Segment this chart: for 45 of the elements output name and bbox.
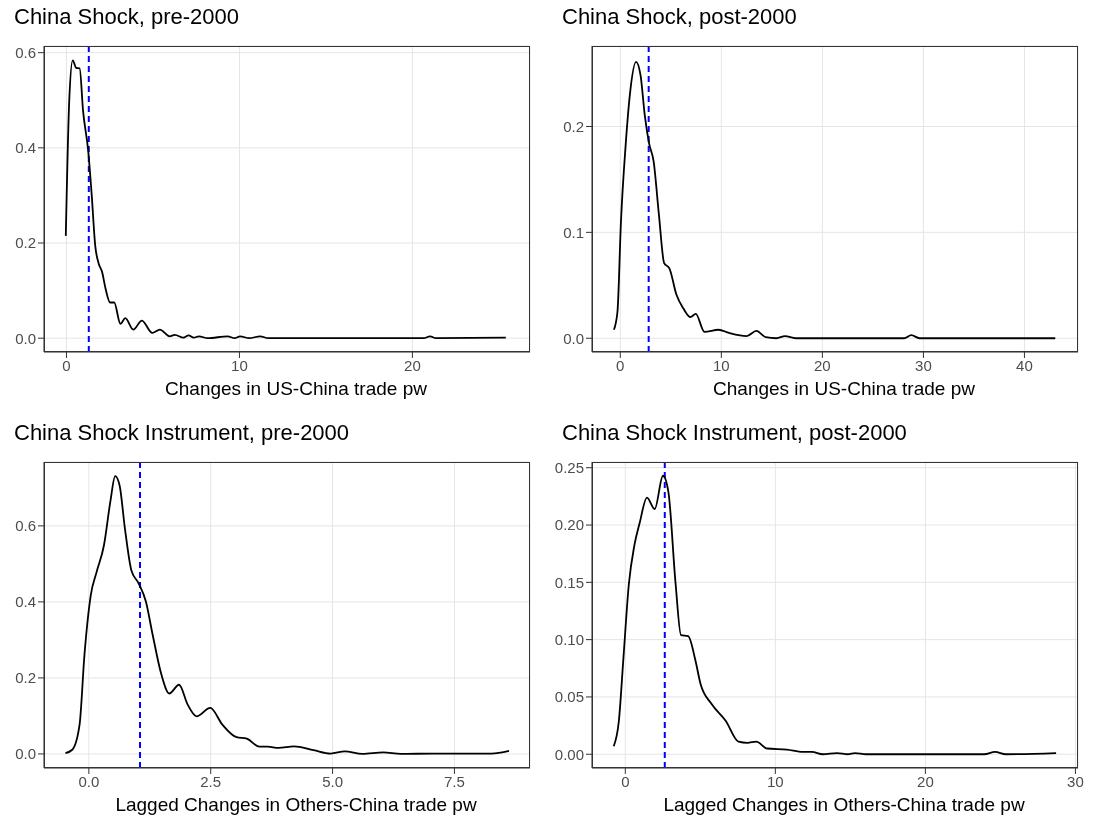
y-tick-label: 0.20 [554, 516, 584, 534]
x-tick-label: 40 [1016, 356, 1033, 374]
x-axis-title: Lagged Changes in Others-China trade pw [114, 794, 478, 816]
x-tick-label: 0 [621, 772, 630, 790]
line-series [612, 474, 1057, 756]
x-tick-label: 20 [814, 356, 831, 374]
chart-title: China Shock Instrument, pre-2000 [13, 419, 351, 447]
line-series [64, 475, 510, 755]
y-tick-label: 0.6 [15, 517, 36, 535]
x-tick-label: 30 [915, 356, 932, 374]
x-tick-label: 0.0 [78, 772, 100, 790]
y-tick-label: 0.00 [554, 745, 584, 763]
x-axis-title: Changes in US-China trade pw [712, 378, 976, 400]
y-tick-label: 0.4 [15, 139, 36, 157]
y-tick-label: 0.10 [554, 630, 584, 648]
y-tick-label: 0.2 [563, 117, 584, 135]
y-tick-label: 0.15 [554, 573, 584, 591]
line-series [64, 59, 507, 340]
x-tick-label: 2.5 [200, 772, 222, 790]
y-tick-label: 0.4 [15, 593, 36, 611]
y-tick-label: 0.25 [554, 459, 584, 477]
line-series [613, 60, 1057, 340]
y-tick-label: 0.6 [15, 43, 36, 61]
x-tick-label: 0 [616, 356, 625, 374]
x-tick-label: 0 [62, 356, 71, 374]
x-tick-label: 7.5 [444, 772, 465, 790]
y-tick-label: 0.05 [554, 688, 584, 706]
x-tick-label: 10 [712, 356, 730, 374]
y-tick-label: 0.0 [15, 745, 36, 763]
y-tick-label: 0.0 [563, 329, 584, 347]
x-axis-title: Lagged Changes in Others-China trade pw [662, 794, 1026, 816]
chart-title: China Shock, post-2000 [561, 3, 798, 31]
x-tick-label: 20 [404, 356, 421, 374]
y-tick-label: 0.2 [15, 669, 36, 687]
x-tick-label: 20 [917, 772, 934, 790]
x-tick-label: 30 [1067, 772, 1084, 790]
y-tick-label: 0.2 [15, 234, 36, 252]
y-tick-label: 0.1 [563, 223, 584, 241]
x-tick-label: 5.0 [322, 772, 344, 790]
chart-title: China Shock Instrument, post-2000 [561, 419, 908, 447]
chart-title: China Shock, pre-2000 [13, 3, 241, 31]
x-tick-label: 10 [767, 772, 784, 790]
x-tick-label: 10 [231, 356, 248, 374]
y-tick-label: 0.0 [15, 329, 36, 347]
x-axis-title: Changes in US-China trade pw [164, 378, 428, 400]
